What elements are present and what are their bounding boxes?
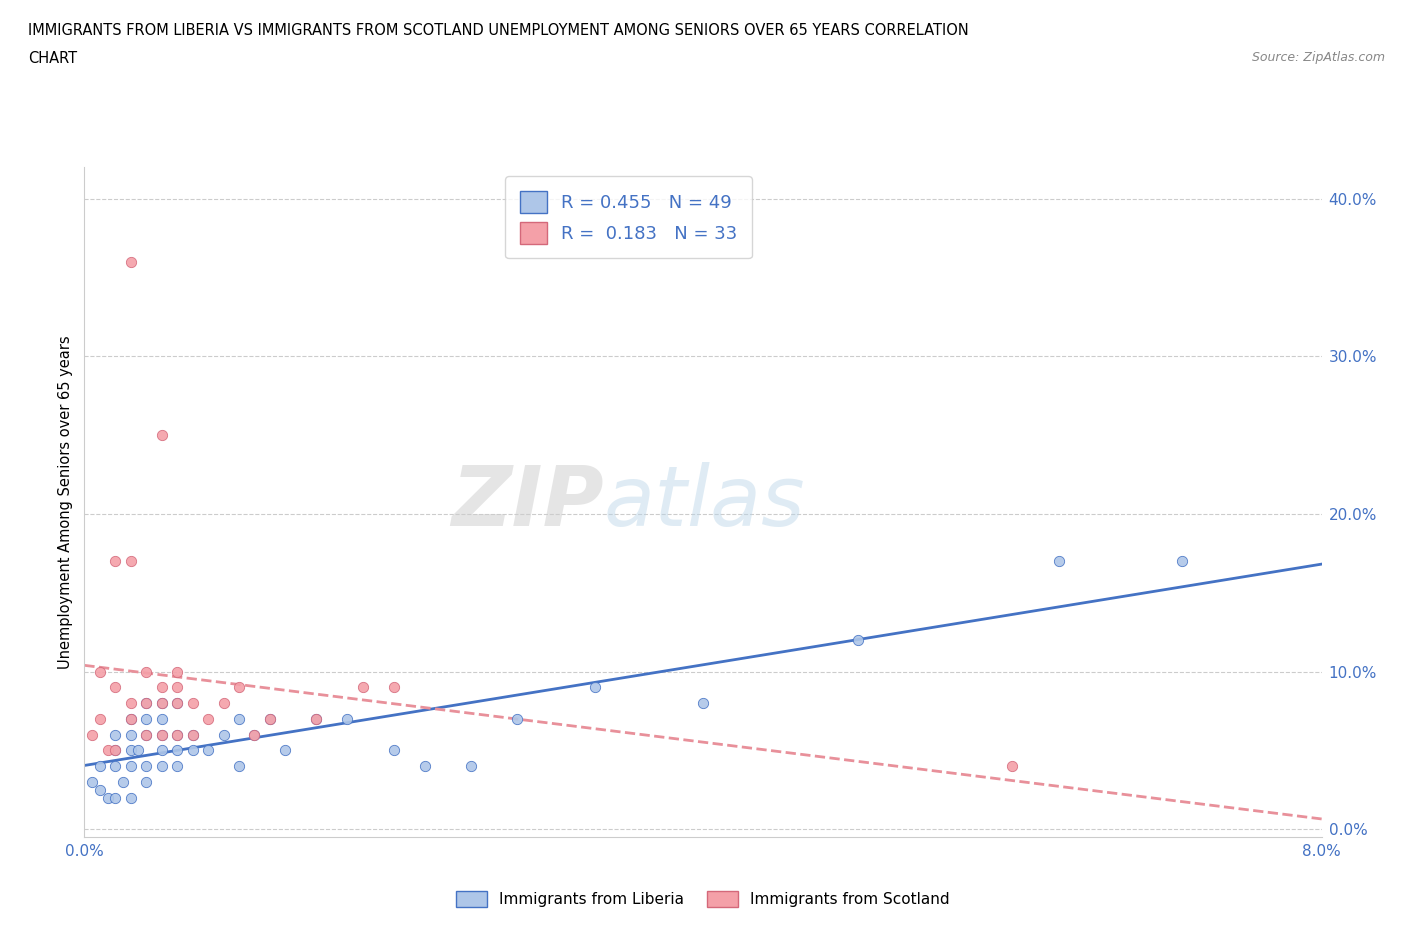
- Point: [336, 711, 359, 726]
- Point: [1171, 554, 1194, 569]
- Point: [166, 727, 188, 742]
- Y-axis label: Unemployment Among Seniors over 65 years: Unemployment Among Seniors over 65 years: [58, 336, 73, 669]
- Point: [135, 711, 157, 726]
- Point: [212, 696, 235, 711]
- Point: [1047, 554, 1070, 569]
- Point: [305, 711, 328, 726]
- Point: [135, 696, 157, 711]
- Point: [243, 727, 266, 742]
- Point: [112, 775, 135, 790]
- Point: [506, 711, 529, 726]
- Point: [150, 759, 173, 774]
- Point: [89, 782, 111, 797]
- Point: [120, 255, 142, 270]
- Point: [96, 743, 118, 758]
- Point: [228, 711, 250, 726]
- Point: [120, 711, 142, 726]
- Point: [150, 727, 173, 742]
- Text: Source: ZipAtlas.com: Source: ZipAtlas.com: [1251, 51, 1385, 64]
- Point: [104, 743, 127, 758]
- Point: [120, 554, 142, 569]
- Text: atlas: atlas: [605, 461, 806, 543]
- Point: [150, 696, 173, 711]
- Point: [104, 727, 127, 742]
- Point: [166, 664, 188, 679]
- Point: [382, 680, 405, 695]
- Point: [460, 759, 482, 774]
- Point: [120, 727, 142, 742]
- Point: [150, 743, 173, 758]
- Point: [120, 711, 142, 726]
- Point: [150, 680, 173, 695]
- Point: [104, 680, 127, 695]
- Point: [228, 759, 250, 774]
- Point: [135, 759, 157, 774]
- Point: [166, 696, 188, 711]
- Point: [120, 790, 142, 805]
- Point: [166, 759, 188, 774]
- Point: [120, 696, 142, 711]
- Point: [181, 743, 204, 758]
- Point: [82, 775, 104, 790]
- Point: [120, 759, 142, 774]
- Point: [135, 664, 157, 679]
- Point: [181, 696, 204, 711]
- Point: [352, 680, 374, 695]
- Point: [243, 727, 266, 742]
- Point: [1001, 759, 1024, 774]
- Point: [96, 790, 118, 805]
- Legend: Immigrants from Liberia, Immigrants from Scotland: Immigrants from Liberia, Immigrants from…: [450, 884, 956, 913]
- Point: [259, 711, 281, 726]
- Point: [259, 711, 281, 726]
- Point: [104, 743, 127, 758]
- Point: [166, 696, 188, 711]
- Legend: R = 0.455   N = 49, R =  0.183   N = 33: R = 0.455 N = 49, R = 0.183 N = 33: [505, 177, 752, 259]
- Point: [127, 743, 149, 758]
- Point: [692, 696, 714, 711]
- Point: [382, 743, 405, 758]
- Point: [583, 680, 606, 695]
- Point: [104, 790, 127, 805]
- Point: [104, 554, 127, 569]
- Point: [89, 711, 111, 726]
- Point: [166, 727, 188, 742]
- Point: [150, 696, 173, 711]
- Point: [89, 664, 111, 679]
- Point: [150, 711, 173, 726]
- Point: [135, 727, 157, 742]
- Text: IMMIGRANTS FROM LIBERIA VS IMMIGRANTS FROM SCOTLAND UNEMPLOYMENT AMONG SENIORS O: IMMIGRANTS FROM LIBERIA VS IMMIGRANTS FR…: [28, 23, 969, 38]
- Point: [228, 680, 250, 695]
- Point: [89, 759, 111, 774]
- Text: ZIP: ZIP: [451, 461, 605, 543]
- Point: [166, 680, 188, 695]
- Point: [150, 428, 173, 443]
- Point: [135, 696, 157, 711]
- Point: [274, 743, 297, 758]
- Point: [181, 727, 204, 742]
- Point: [104, 759, 127, 774]
- Point: [120, 743, 142, 758]
- Point: [212, 727, 235, 742]
- Point: [135, 775, 157, 790]
- Point: [413, 759, 436, 774]
- Point: [197, 743, 219, 758]
- Point: [181, 727, 204, 742]
- Point: [197, 711, 219, 726]
- Point: [305, 711, 328, 726]
- Point: [166, 743, 188, 758]
- Point: [846, 632, 869, 647]
- Point: [135, 727, 157, 742]
- Point: [82, 727, 104, 742]
- Point: [150, 727, 173, 742]
- Text: CHART: CHART: [28, 51, 77, 66]
